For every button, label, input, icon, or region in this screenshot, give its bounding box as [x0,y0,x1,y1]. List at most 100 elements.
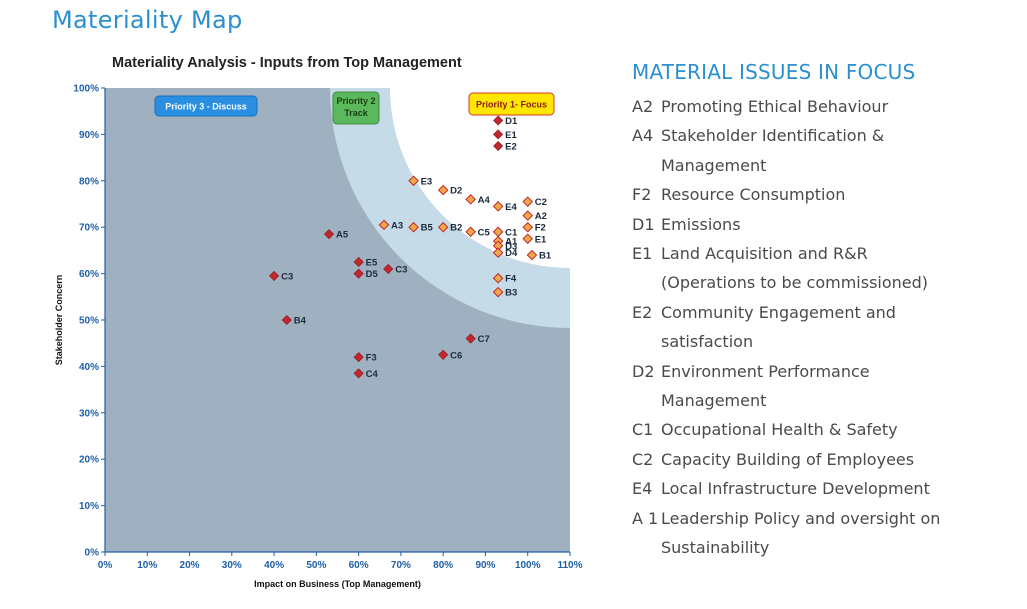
data-point [353,268,364,279]
issue-code: A2 [632,97,654,116]
issues-list: A2 Promoting Ethical Behaviour A4 Stakehol… [632,92,1012,563]
y-tick-label: 0% [85,548,100,559]
data-point-label: D4 [505,248,518,259]
y-tick-label: 40% [79,362,99,373]
x-tick-label: 70% [391,560,411,571]
data-point-label: A4 [478,195,491,206]
data-point [269,270,280,281]
issue-item: E1 Land Acquisition and R&R (Operations t… [632,239,1012,298]
y-tick-label: 80% [79,176,99,187]
data-point-label: C1 [505,227,518,238]
data-point [353,368,364,379]
y-tick-label: 100% [73,84,99,95]
issue-code: A4 [632,126,654,146]
axes: 0% 10% 20% 30% 40% 50% 60% 70% 80% 90% 100% 0% 10% 20… [54,84,583,590]
issue-item: A 1 Leadership Policy and oversight on Su… [632,504,1012,563]
x-tick-label: 10% [137,560,157,571]
data-point [492,201,504,212]
y-tick-label: 60% [79,269,99,280]
x-tick-label: 30% [222,560,242,571]
data-point-label: B1 [539,251,552,262]
issue-code: C1 [632,420,654,440]
issue-code: A 1 [632,508,659,528]
issue-code: F2 [632,185,652,205]
data-point-label: C3 [395,264,407,275]
data-point [438,349,449,360]
zone-badge-label: Priority 3 - Discuss [165,102,247,112]
y-tick-label: 20% [79,455,99,466]
data-point-label: E1 [535,234,547,245]
issue-item: F2 Resource Consumption [632,180,1012,209]
issue-item: E2 Community Engagement and satisfaction [632,298,1012,357]
data-point-label: A2 [535,211,547,222]
data-point-label: F2 [535,223,546,234]
issue-code: E4 [632,479,653,499]
x-tick-label: 60% [349,560,369,571]
data-point-label: E2 [505,142,517,153]
y-axis-label: Stakeholder Concern [54,275,64,366]
issue-text: Leadership Policy and oversight on Susta… [661,508,941,558]
plot-area [105,88,570,552]
x-tick-label: 50% [306,560,326,571]
issue-item: C2 Capacity Building of Employees [632,445,1012,474]
y-tick-label: 70% [79,223,99,234]
data-point-label: F3 [366,353,377,364]
data-point-label: B2 [450,223,462,234]
data-point [465,194,476,205]
zone-badge-label: Priority 1- Focus [476,100,547,110]
issue-code: E1 [632,244,653,264]
data-point [437,184,449,196]
data-point-label: C5 [478,227,491,238]
data-point-label: E5 [366,258,378,269]
y-tick-label: 30% [79,408,99,419]
data-point [493,115,504,126]
zone-priority-1 [390,88,570,268]
issue-text: Emissions [661,214,741,234]
data-point-label: D3 [505,241,517,252]
materiality-chart: 0% 10% 20% 30% 40% 50% 60% 70% 80% 90% 100% 0% 10% 20… [54,84,583,590]
data-point [437,221,449,233]
x-tick-label: 100% [515,560,541,571]
data-point [522,210,534,221]
issue-code: E2 [632,302,653,322]
issue-code: D1 [632,214,655,234]
issues-heading: MATERIAL ISSUES IN FOCUS [632,60,916,84]
x-tick-label: 20% [180,560,200,571]
data-point [353,256,364,268]
issue-item: A2 Promoting Ethical Behaviour [632,92,1012,121]
issue-code: D2 [632,361,655,381]
data-point-label: C2 [535,197,547,208]
y-tick-label: 50% [79,316,99,327]
data-point [465,333,476,344]
data-point [493,140,504,152]
data-point [408,221,419,233]
issue-text: Stakeholder Identification & Management [661,126,885,175]
data-point [492,286,504,298]
data-point-label: E4 [505,202,517,213]
data-point-label: B4 [294,316,307,327]
x-tick-label: 80% [433,560,453,571]
y-tick-label: 90% [79,130,99,141]
data-point-label: F4 [505,274,517,285]
zone-badge-label: Priority 2 [336,96,375,106]
x-tick-label: 40% [264,560,284,571]
issue-code: C2 [632,449,654,469]
issue-text: Local Infrastructure Development [661,479,930,499]
data-point [353,352,364,363]
data-point-label: B3 [505,288,517,299]
data-point [408,175,419,187]
issue-item: A4 Stakeholder Identification & Managemen… [632,121,1012,180]
data-point-label: C7 [478,334,490,345]
issue-text: Promoting Ethical Behaviour [661,97,889,116]
issue-text: Environment Performance Management [661,361,870,411]
data-point-label: B5 [421,223,434,234]
data-point [492,272,504,284]
data-point-label: A3 [391,220,403,231]
zone-badge [468,92,555,116]
data-point [378,219,390,231]
data-point-label: D2 [450,186,462,197]
data-point-label: D5 [366,269,379,280]
issue-text: Capacity Building of Employees [661,449,915,469]
data-point-label: E3 [421,176,433,187]
issue-text: Occupational Health & Safety [661,420,898,440]
